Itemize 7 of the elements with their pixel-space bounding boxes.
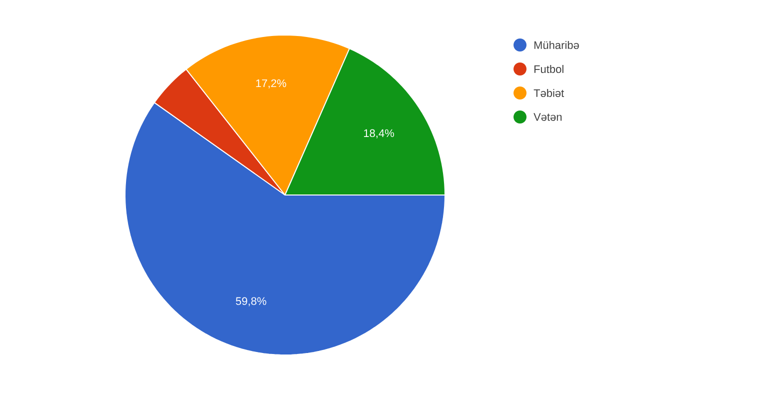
data-label: 17,2% bbox=[256, 79, 286, 88]
data-label: 18,4% bbox=[364, 129, 394, 138]
legend-label: Futbol bbox=[534, 64, 564, 74]
legend-label: Müharibə bbox=[534, 40, 579, 50]
data-label: 59,8% bbox=[236, 297, 266, 306]
legend-label: Vətən bbox=[534, 113, 562, 121]
legend-label: Təbiət bbox=[534, 88, 564, 98]
